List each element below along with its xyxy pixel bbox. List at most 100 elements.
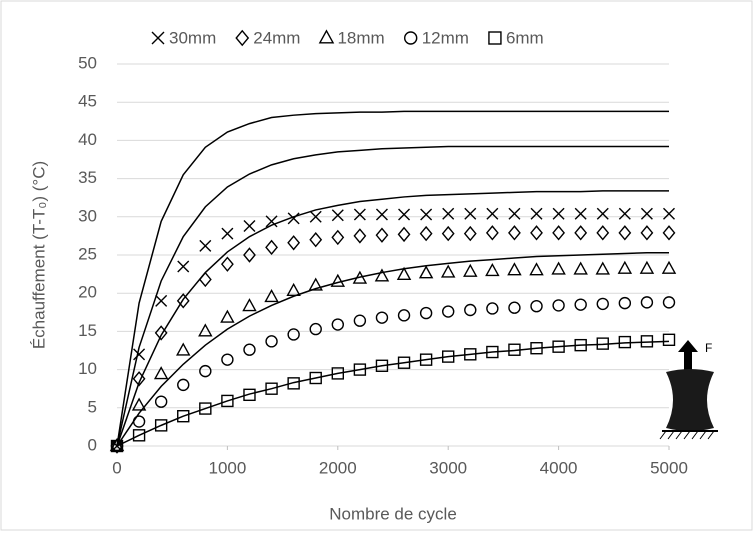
- marker-point: [618, 335, 632, 349]
- model-line: [116, 190, 669, 447]
- legend-label: 18mm: [337, 28, 384, 47]
- model-line: [116, 145, 669, 447]
- marker-point: [618, 225, 632, 241]
- marker-point: [441, 225, 455, 242]
- x-tick-label: 1000: [208, 458, 246, 477]
- marker-point: [662, 225, 676, 241]
- marker-point: [464, 348, 477, 361]
- marker-point: [287, 377, 300, 390]
- marker-point: [287, 328, 300, 341]
- y-axis-label: Échauffement (T-T₀) (°C): [29, 161, 48, 349]
- y-tick-label: 30: [78, 206, 97, 225]
- marker-point: [663, 207, 675, 220]
- marker-point: [485, 225, 499, 241]
- y-tick-label: 25: [78, 244, 97, 263]
- legend-label: 6mm: [506, 28, 544, 47]
- marker-point: [596, 337, 609, 350]
- marker-point: [133, 348, 146, 361]
- marker-point: [309, 322, 322, 336]
- marker-point: [109, 437, 125, 452]
- marker-point: [242, 298, 257, 312]
- marker-point: [508, 343, 521, 356]
- y-tick-label: 10: [78, 359, 97, 378]
- marker-point: [574, 298, 587, 311]
- marker-point: [132, 371, 146, 387]
- marker-point: [463, 225, 477, 242]
- y-tick-label: 50: [78, 53, 97, 72]
- marker-point: [397, 226, 411, 243]
- marker-point: [110, 438, 124, 454]
- x-tick-label: 4000: [540, 458, 578, 477]
- marker-point: [530, 342, 543, 355]
- marker-point: [177, 410, 190, 423]
- marker-point: [265, 239, 278, 256]
- marker-point: [221, 353, 234, 366]
- marker-point: [243, 388, 256, 402]
- marker-point: [440, 264, 456, 278]
- marker-point: [662, 296, 676, 309]
- y-tick-label: 20: [78, 283, 97, 302]
- legend-label: 30mm: [169, 28, 216, 47]
- marker-point: [353, 314, 367, 327]
- legend-symbol: [488, 31, 502, 45]
- marker-point: [309, 371, 322, 385]
- marker-point: [132, 429, 146, 442]
- marker-point: [552, 299, 565, 312]
- y-tick-label: 45: [78, 92, 97, 111]
- marker-point: [508, 207, 521, 220]
- marker-point: [618, 296, 632, 310]
- marker-point: [640, 335, 654, 348]
- marker-point: [508, 301, 521, 314]
- marker-point: [552, 340, 565, 353]
- marker-point: [418, 265, 434, 279]
- marker-point: [419, 306, 433, 320]
- marker-point: [596, 297, 609, 311]
- marker-point: [154, 419, 168, 432]
- marker-point: [331, 318, 344, 331]
- legend-symbol: [404, 31, 418, 45]
- marker-point: [265, 335, 278, 348]
- marker-point: [574, 338, 587, 352]
- marker-point: [154, 325, 168, 341]
- marker-point: [153, 366, 169, 380]
- marker-point: [352, 270, 368, 284]
- marker-point: [508, 225, 521, 241]
- marker-point: [353, 363, 367, 376]
- marker-point: [331, 229, 345, 246]
- marker-point: [530, 299, 543, 313]
- marker-point: [243, 343, 256, 356]
- x-tick-label: 2000: [319, 458, 357, 477]
- marker-point: [287, 212, 300, 225]
- y-tick-label: 35: [78, 168, 97, 187]
- marker-point: [286, 282, 301, 297]
- marker-point: [199, 239, 212, 252]
- specimen: [666, 369, 714, 431]
- marker-point: [309, 210, 322, 223]
- marker-point: [419, 353, 433, 366]
- marker-point: [596, 207, 609, 220]
- y-tick-label: 40: [78, 130, 97, 149]
- x-tick-label: 5000: [650, 458, 688, 477]
- marker-point: [287, 235, 301, 251]
- marker-point: [442, 350, 455, 363]
- marker-point: [199, 402, 212, 415]
- marker-point: [397, 356, 411, 369]
- marker-point: [595, 261, 610, 275]
- marker-point: [529, 262, 544, 276]
- marker-point: [375, 208, 388, 221]
- marker-point: [110, 439, 124, 453]
- model-line: [116, 340, 670, 447]
- marker-point: [155, 294, 168, 307]
- marker-point: [639, 260, 655, 274]
- marker-point: [132, 415, 146, 428]
- marker-point: [574, 207, 587, 220]
- marker-point: [374, 268, 390, 282]
- marker-point: [442, 207, 455, 220]
- marker-point: [331, 209, 344, 222]
- marker-point: [243, 219, 256, 232]
- marker-point: [176, 342, 191, 356]
- marker-point: [464, 303, 477, 317]
- marker-point: [486, 207, 499, 220]
- marker-point: [177, 260, 190, 273]
